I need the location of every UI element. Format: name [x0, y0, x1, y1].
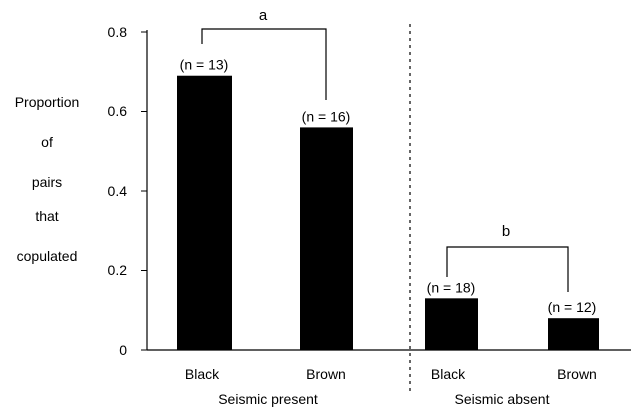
n-label: (n = 13): [180, 57, 229, 73]
n-label: (n = 18): [427, 279, 476, 295]
bar-present-black: [177, 75, 232, 350]
y-tick-label: 0.8: [108, 24, 128, 40]
y-label-line: pairs: [32, 174, 62, 190]
y-label-line: Proportion: [15, 94, 80, 110]
x-category-label: Black: [431, 366, 466, 382]
n-label: (n = 12): [548, 299, 597, 315]
x-category-label: Brown: [557, 366, 597, 382]
significance-bracket: [446, 246, 569, 292]
bar-absent-brown: [548, 318, 599, 350]
bar-present-brown: [300, 127, 353, 351]
y-axis-label: Proportion of pairs that copulated: [15, 94, 80, 264]
y-ticks: 0 0.2 0.4 0.6 0.8: [108, 24, 147, 358]
significance-bracket: [201, 28, 327, 100]
x-category-label: Brown: [306, 366, 346, 382]
x-category-label: Black: [185, 366, 220, 382]
significance-letter: b: [502, 223, 510, 240]
group-seismic-present: (n = 13) (n = 16) Black Brown Seismic pr…: [177, 7, 353, 407]
group-label: Seismic absent: [455, 391, 550, 407]
bar-absent-black: [425, 298, 478, 350]
n-label: (n = 16): [302, 108, 351, 124]
y-tick-label: 0: [119, 342, 127, 358]
group-label: Seismic present: [218, 391, 318, 407]
y-tick-label: 0.4: [108, 183, 128, 199]
y-label-line: that: [35, 208, 58, 224]
y-label-line: of: [41, 134, 53, 150]
y-tick-label: 0.6: [108, 103, 128, 119]
y-label-line: copulated: [17, 248, 78, 264]
significance-letter: a: [259, 7, 268, 24]
y-tick-label: 0.2: [108, 262, 128, 278]
group-seismic-absent: (n = 18) (n = 12) Black Brown Seismic ab…: [425, 223, 599, 407]
